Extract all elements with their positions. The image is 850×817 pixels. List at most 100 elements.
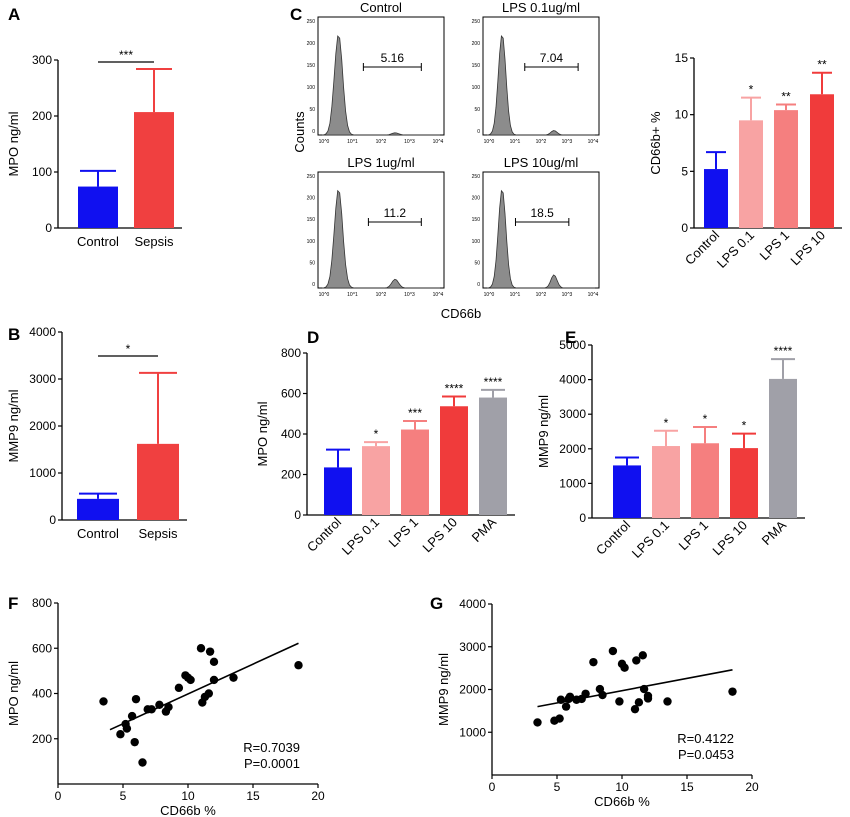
data-point: [565, 692, 575, 701]
y-tick-label: 0: [681, 221, 688, 235]
bar-lps-0-1: [739, 120, 763, 228]
stat-annotation: R=0.7039: [243, 740, 300, 755]
panel-label-c: C: [290, 5, 302, 24]
stat-annotation: R=0.4122: [677, 731, 734, 746]
data-point: [164, 702, 173, 712]
histogram-x-tick-label: 10^2: [536, 139, 547, 145]
y-tick-label: 200: [32, 732, 52, 746]
panel-label-g: G: [430, 594, 443, 613]
histogram-y-tick-label: 50: [474, 260, 480, 266]
data-point: [127, 711, 137, 721]
y-tick-label: 4000: [29, 325, 56, 339]
gate-percentage: 11.2: [384, 206, 407, 220]
histogram-y-tick-label: 100: [472, 85, 481, 91]
y-tick-label: 2000: [29, 419, 56, 433]
category-label: Control: [77, 526, 119, 541]
histogram-x-tick-label: 10^0: [484, 139, 495, 145]
y-tick-label: 300: [32, 53, 52, 67]
histogram-title: LPS 10ug/ml: [504, 155, 579, 170]
data-point: [147, 705, 156, 714]
flow-x-label: CD66b: [441, 306, 481, 321]
panel-label-f: F: [8, 594, 18, 613]
data-point: [155, 700, 164, 710]
y-tick-label: 5: [681, 164, 688, 178]
data-point: [581, 689, 590, 698]
histogram-x-tick-label: 10^1: [510, 139, 521, 145]
y-tick-label: 4000: [459, 597, 486, 611]
y-tick-label: 800: [32, 596, 52, 610]
category-label: LPS 1: [675, 518, 711, 554]
data-point: [533, 718, 542, 727]
histogram-y-tick-label: 0: [477, 129, 480, 135]
bar-lps-10: [440, 406, 468, 515]
scatter-plot-g: 0 5 10 15 20 1000 2000 3000 4000 CD66b % MMP9 ng/m…: [436, 597, 759, 809]
histogram-curve: [321, 35, 440, 136]
histogram-y-tick-label: 250: [307, 19, 316, 25]
histogram-title: LPS 1ug/ml: [347, 155, 414, 170]
histogram-y-tick-label: 200: [307, 196, 316, 202]
data-point: [728, 687, 737, 696]
histogram-y-tick-label: 100: [307, 85, 316, 91]
bar-lps-0-1: [652, 446, 680, 518]
data-point: [620, 663, 629, 672]
significance-stars: *: [374, 427, 379, 441]
category-label: LPS 10: [709, 518, 750, 559]
category-label: LPS 0.1: [629, 518, 672, 561]
histogram-x-tick-label: 10^4: [588, 292, 599, 298]
x-axis-label: CD66b %: [594, 794, 650, 809]
category-label: LPS 0.1: [339, 515, 382, 558]
category-label: Control: [77, 234, 119, 249]
bar-sepsis: [134, 112, 174, 228]
data-point: [615, 697, 624, 706]
histogram-y-tick-label: 50: [309, 260, 315, 266]
data-point: [99, 697, 108, 706]
significance-stars: ****: [445, 382, 464, 396]
histogram-x-tick-label: 10^0: [319, 139, 330, 145]
data-point: [663, 697, 672, 706]
x-tick-label: 20: [745, 780, 759, 794]
histogram-x-tick-label: 10^4: [588, 139, 599, 145]
y-tick-label: 4000: [559, 373, 586, 387]
y-tick-label: 5000: [559, 338, 586, 352]
category-label: PMA: [759, 517, 790, 548]
histogram-x-tick-label: 10^3: [562, 139, 573, 145]
panel-label-d: D: [307, 328, 319, 347]
y-tick-label: 3000: [459, 640, 486, 654]
gate-percentage: 18.5: [530, 206, 554, 220]
significance-stars: *: [126, 342, 131, 356]
bar-lps-1: [774, 110, 798, 228]
histogram-y-tick-label: 150: [307, 217, 316, 223]
data-point: [638, 651, 647, 660]
bar-control: [324, 467, 352, 515]
bar-lps-1: [691, 443, 719, 518]
data-point: [204, 689, 213, 698]
data-point: [634, 698, 644, 707]
bar-pma: [479, 397, 507, 515]
histogram-x-tick-label: 10^4: [433, 292, 444, 298]
regression-line: [109, 642, 299, 731]
y-axis-label: MPO ng/ml: [6, 661, 21, 726]
histogram-x-tick-label: 10^1: [510, 292, 521, 298]
data-point: [556, 695, 566, 704]
category-label: LPS 1: [385, 515, 421, 551]
significance-stars: *: [742, 419, 747, 433]
x-tick-label: 10: [181, 789, 195, 803]
data-point: [209, 675, 219, 685]
panel-label-e: E: [565, 328, 576, 347]
bar-chart-b: 0 1000 2000 3000 4000 MMP9 ng/ml Control Sepsis…: [6, 325, 187, 541]
histogram-y-tick-label: 100: [472, 239, 481, 245]
flow-histogram-1: Control 5.16 10^0 10^1 10^2 10^3 10^4 250 200 150…: [307, 0, 445, 145]
data-point: [138, 758, 147, 767]
significance-stars: ****: [484, 375, 503, 389]
data-point: [589, 657, 598, 667]
x-tick-label: 20: [311, 789, 325, 803]
scatter-plot-f: 0 5 10 15 20 200 400 600 800 CD66b % MPO ng/ml R=0.…: [6, 596, 325, 817]
histogram-x-tick-label: 10^4: [433, 139, 444, 145]
histogram-x-tick-label: 10^1: [347, 139, 358, 145]
significance-stars: *: [703, 412, 708, 426]
histogram-curve: [321, 189, 440, 289]
data-point: [639, 684, 649, 694]
